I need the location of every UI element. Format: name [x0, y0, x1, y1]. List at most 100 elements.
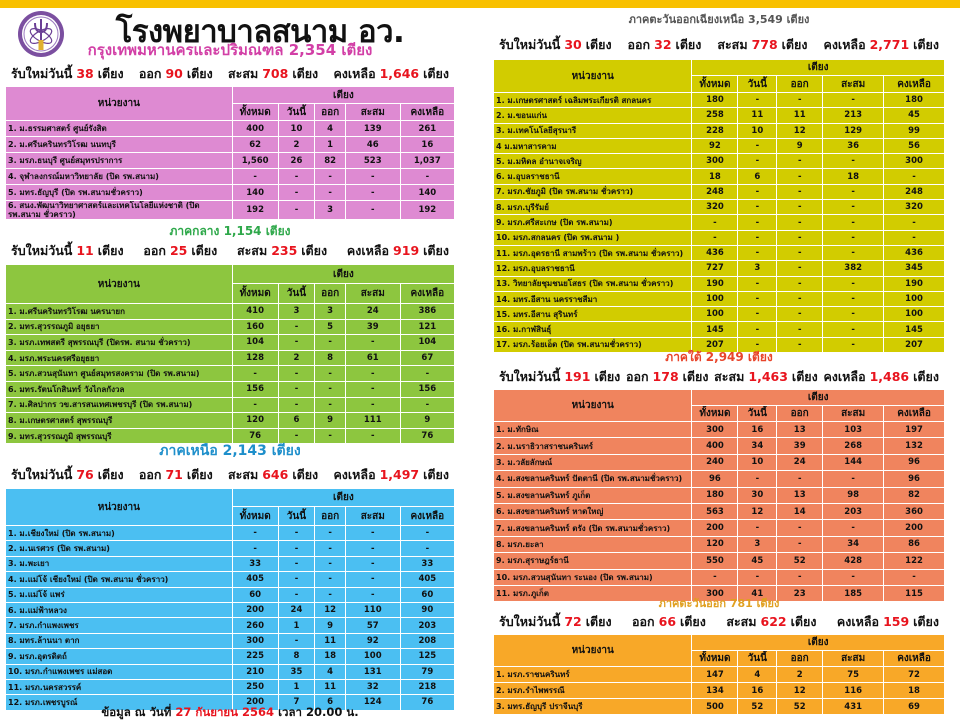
unit-name: 9. มทร.สุวรรณภูมิ สุพรรณบุรี — [5, 427, 233, 445]
section-south: ภาคใต้ 2,949 เตียง รับใหม่วันนี้ 191 เตียงอ… — [492, 348, 945, 603]
cell-cum: - — [344, 365, 401, 382]
table-row: 16. ม.กาฬสินธุ์ 145- - -145 — [492, 321, 945, 338]
table-row: 12. มรภ.เพชรบูรณ์ 200 7 6 124 76 — [5, 694, 456, 711]
unit-name: 14. มทร.อีสาน นครราชสีมา — [492, 290, 693, 308]
cell-remain: 72 — [883, 666, 945, 683]
cell-today: 4 — [737, 666, 778, 683]
cell-cum: 431 — [822, 698, 885, 715]
cell-today: 6 — [277, 412, 316, 429]
cell-remain: - — [883, 168, 945, 185]
cell-out: 9 — [314, 412, 346, 429]
cell-today: - — [277, 334, 316, 351]
cell-total: 210 — [231, 663, 279, 680]
summary-label: คงเหลือ — [823, 37, 866, 52]
cell-total: 60 — [231, 586, 279, 603]
cell-cum: - — [822, 470, 885, 488]
cell-today: 3 — [277, 303, 316, 320]
cell-remain: - — [399, 365, 456, 382]
unit-name: 2. ม.ศรีนครินทรวิโรฒ นนทบุรี — [5, 136, 233, 153]
cell-out: - — [776, 306, 824, 323]
cell-cum: 116 — [822, 682, 885, 699]
cell-total: 300 — [231, 632, 279, 650]
cell-cum: 144 — [822, 453, 885, 472]
cell-remain: 132 — [883, 437, 945, 455]
unit-name: 1. มรภ.ราชนครินทร์ — [492, 666, 693, 683]
summary-unit: เตียง — [585, 614, 612, 629]
cell-cum: - — [822, 153, 885, 170]
unit-name: 11. มรภ.อุดรธานี สามพร้าว (ปิด รพ.สนาม ช… — [492, 244, 693, 262]
unit-name: 2. มรภ.รำไพพรรณี — [492, 682, 693, 699]
cell-today: - — [277, 524, 316, 542]
summary-unit: เตียง — [191, 243, 218, 258]
summary-unit: เตียง — [97, 467, 124, 482]
header-remain: คงเหลือ — [399, 506, 456, 526]
table-header-row: หน่วยงาน เตียง — [5, 86, 456, 121]
cell-remain: 200 — [883, 519, 945, 537]
header-total: ทั้งหมด — [231, 103, 279, 121]
summary-remain: คงเหลือ 919 เตียง — [347, 241, 449, 261]
cell-out: 18 — [314, 648, 346, 665]
header-beds: เตียง — [691, 59, 945, 76]
unit-name: 10. มรภ.กำแพงเพชร แม่สอด — [5, 663, 233, 680]
table-subheader-row: ทั้งหมด วันนี้ ออก สะสม คงเหลือ — [494, 650, 945, 667]
summary-value-cum: 1,463 — [748, 369, 788, 384]
section-title: ภาคใต้ 2,949 เตียง — [665, 350, 773, 364]
cell-remain: 360 — [883, 502, 945, 521]
cell-remain: - — [883, 229, 945, 246]
cell-total: 92 — [691, 137, 739, 155]
cell-total: 550 — [691, 552, 739, 570]
cell-total: 405 — [231, 571, 279, 588]
summary-label: สะสม — [228, 467, 259, 482]
summary-out: ออก 32 เตียง — [628, 35, 702, 55]
table-row: 7. ม.ศิลปากร วข.สารสนเทศเพชรบุรี (ปิด รพ… — [5, 396, 456, 414]
cell-cum: 18 — [822, 168, 885, 185]
summary-label: รับใหม่วันนี้ — [499, 37, 561, 52]
cell-out: 82 — [314, 152, 346, 169]
table-row: 1. ม.เกษตรศาสตร์ เฉลิมพระเกียรติ สกลนคร 1… — [492, 91, 945, 109]
unit-name: 9. มรภ.อุตรดิตถ์ — [5, 648, 233, 665]
header-beds: เตียง — [691, 389, 945, 406]
cell-total: - — [231, 396, 279, 414]
cell-cum: - — [344, 334, 401, 351]
cell-today: - — [277, 632, 316, 650]
cell-remain: 1,037 — [399, 152, 456, 169]
ministry-emblem-logo — [18, 11, 64, 57]
cell-today: 3 — [737, 535, 778, 554]
cell-out: - — [776, 290, 824, 308]
summary-remain: คงเหลือ 1,646 เตียง — [333, 64, 449, 84]
cell-cum: 428 — [822, 552, 885, 570]
cell-remain: 79 — [399, 663, 456, 680]
cell-total: 33 — [231, 555, 279, 573]
cell-cum: 129 — [822, 122, 885, 139]
cell-out: - — [776, 275, 824, 292]
cell-today: 30 — [737, 486, 778, 504]
cell-out: - — [776, 244, 824, 262]
cell-out: 12 — [314, 601, 346, 619]
cell-cum: 61 — [344, 349, 401, 367]
cell-cum: 110 — [344, 601, 401, 619]
cell-cum: - — [344, 540, 401, 557]
summary-new: รับใหม่วันนี้ 76 เตียง — [11, 465, 124, 485]
header-today: วันนี้ — [277, 103, 316, 121]
beds-table: หน่วยงาน เตียง ทั้งหมด วันนี้ ออก สะสม คงเหลือ… — [492, 389, 945, 603]
cell-today: 41 — [737, 584, 778, 603]
cell-cum: - — [344, 396, 401, 414]
cell-out: 4 — [314, 120, 346, 137]
section-title: กรุงเทพมหานครและปริมณฑล 2,354 เตียง — [87, 41, 373, 59]
unit-name: 8. มรภ.บุรีรัมย์ — [492, 199, 693, 216]
table-row: 13. วิทยาลัยชุมชนยโสธร (ปิด รพ.สนาม ชั่ว… — [492, 275, 945, 292]
cell-today: - — [737, 321, 778, 338]
footer-time: เวลา 20.00 น. — [278, 705, 359, 719]
header-out: ออก — [314, 506, 346, 526]
unit-name: 4. ม.แม่โจ้ เชียงใหม่ (ปิด รพ.สนาม ชั่วค… — [5, 571, 233, 588]
table-row: 3. ม.เทคโนโลยีสุรนารี 228 10 12 129 99 — [492, 122, 945, 139]
unit-name: 1. ม.เชียงใหม่ (ปิด รพ.สนาม) — [5, 524, 233, 542]
unit-name: 5. มรภ.สวนสุนันทา ศูนย์สมุทรสงคราม (ปิด … — [5, 365, 233, 382]
cell-remain: 218 — [399, 678, 456, 696]
summary-value-remain: 1,497 — [379, 467, 420, 482]
section-east: ภาคตะวันออก 781 เตียง รับใหม่วันนี้ 72 เตีย… — [492, 594, 945, 715]
unit-name: 12. มรภ.เพชรบูรณ์ — [5, 694, 233, 711]
summary-remain: คงเหลือ 159 เตียง — [837, 612, 939, 632]
table-row: 11. มรภ.นครสวรรค์ 250 1 11 32 218 — [5, 678, 456, 696]
cell-total: 258 — [691, 107, 739, 124]
